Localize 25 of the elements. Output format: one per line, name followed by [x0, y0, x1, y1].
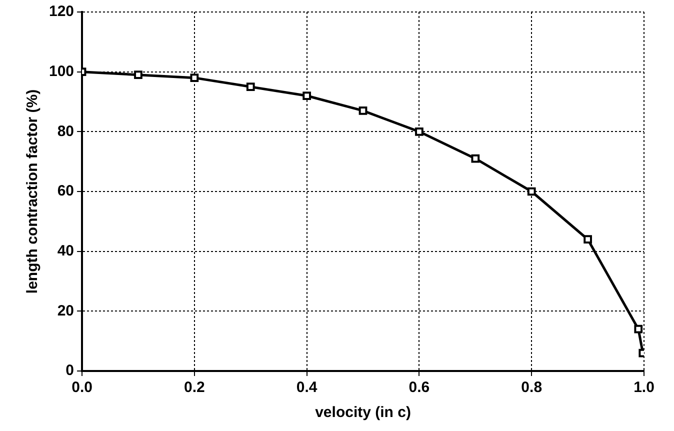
point [471, 154, 480, 163]
point [246, 82, 255, 91]
y-tick-label: 20 [57, 302, 74, 320]
point [302, 92, 311, 100]
x-tick-label: 0.2 [184, 379, 205, 396]
point [527, 187, 536, 196]
y-axis-title: length contraction factor (%) [24, 89, 42, 294]
y-tick-label: 80 [57, 122, 74, 140]
point [358, 106, 368, 115]
x-tick-label: 0.8 [521, 379, 542, 396]
x-tick-label: 0.0 [72, 379, 92, 396]
y-tick-label: 120 [48, 3, 74, 20]
point [134, 70, 142, 80]
x-axis-title: velocity (in c) [315, 404, 411, 422]
point [584, 235, 592, 244]
point [190, 74, 199, 82]
y-tick-label: 0 [66, 362, 74, 380]
y-tick-label: 60 [57, 182, 74, 200]
y-tick-label: 40 [57, 242, 74, 260]
x-tick-label: 0.4 [296, 379, 318, 396]
y-tick-label: 100 [48, 62, 74, 80]
x-tick-label: 0.6 [408, 379, 430, 396]
point [415, 127, 424, 136]
point [634, 324, 643, 334]
x-tick-label: 1.0 [634, 379, 654, 396]
